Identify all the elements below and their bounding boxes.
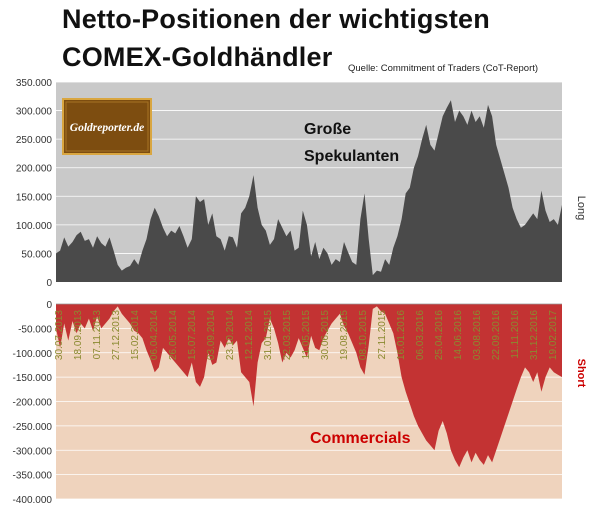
- commercials-label: Commercials: [310, 430, 411, 447]
- x-date-label: 14.06.2016: [453, 310, 464, 360]
- short-side-label: Short: [575, 359, 587, 388]
- top-y-tick-label: 300.000: [16, 107, 53, 118]
- x-date-label: 19.02.2017: [548, 310, 559, 360]
- x-date-label: 19.08.2015: [339, 310, 350, 360]
- bottom-y-tick-label: 0: [46, 300, 52, 311]
- top-y-tick-label: 0: [46, 278, 52, 289]
- bottom-y-tick-label: -300.000: [13, 446, 53, 457]
- goldreporter-logo: Goldreporter.de: [62, 98, 152, 155]
- x-date-label: 30.06.2015: [320, 310, 331, 360]
- bottom-y-tick-label: -200.000: [13, 398, 53, 409]
- x-date-label: 22.03.2015: [282, 310, 293, 360]
- speculators-area: [56, 100, 562, 282]
- logo-inner-frame: [65, 101, 149, 152]
- chart-title-line2: COMEX-Goldhändler: [62, 42, 333, 72]
- commercials-area: [56, 304, 562, 468]
- x-date-label: 23.10.2014: [225, 310, 236, 360]
- top-y-tick-label: 150.000: [16, 192, 53, 203]
- top-y-tick-label: 250.000: [16, 135, 53, 146]
- bottom-y-tick-label: -100.000: [13, 349, 53, 360]
- x-date-label: 18.09.2013: [73, 310, 84, 360]
- long-side-label: Long: [575, 196, 587, 220]
- x-date-label: 31.12.2016: [529, 310, 540, 360]
- x-date-label: 06.03.2016: [415, 310, 426, 360]
- x-date-label: 06.04.2014: [149, 310, 160, 360]
- bottom-y-tick-label: -400.000: [13, 495, 53, 506]
- x-date-label: 27.12.2013: [111, 310, 122, 360]
- source-note: Quelle: Commitment of Traders (CoT-Repor…: [348, 63, 539, 74]
- x-date-label: 15.02.2014: [130, 310, 141, 360]
- bottom-y-tick-label: -350.000: [13, 471, 53, 482]
- chart-title-line1: Netto-Positionen der wichtigsten: [62, 4, 490, 34]
- x-date-label: 07.11.2013: [92, 310, 103, 360]
- top-y-tick-label: 50.000: [21, 249, 52, 260]
- bottom-y-tick-label: -250.000: [13, 422, 53, 433]
- x-date-label: 27.11.2015: [377, 310, 388, 360]
- top-y-tick-label: 200.000: [16, 164, 53, 175]
- bottom-y-tick-label: -50.000: [18, 324, 52, 335]
- x-date-label: 11.05.2015: [301, 310, 312, 360]
- top-y-tick-label: 350.000: [16, 78, 53, 89]
- x-date-label: 08.10.2015: [358, 310, 369, 360]
- speculators-label-line2: Spekulanten: [304, 148, 399, 165]
- bottom-y-tick-label: -150.000: [13, 373, 53, 384]
- logo-background: [62, 98, 152, 155]
- x-date-label: 16.01.2016: [396, 310, 407, 360]
- top-y-tick-label: 100.000: [16, 221, 53, 232]
- x-date-label: 03.09.2014: [206, 310, 217, 360]
- x-date-label: 22.09.2016: [491, 310, 502, 360]
- x-date-label: 26.05.2014: [168, 310, 179, 360]
- speculators-label-line1: Große: [304, 121, 351, 138]
- x-date-label: 30.07.2013: [54, 310, 65, 360]
- x-date-label: 31.01.2015: [263, 310, 274, 360]
- x-date-label: 11.11.2016: [510, 310, 521, 359]
- x-date-label: 12.12.2014: [244, 310, 255, 360]
- logo-text: Goldreporter.de: [70, 122, 144, 134]
- x-date-label: 15.07.2014: [187, 310, 198, 360]
- x-date-label: 03.08.2016: [472, 310, 483, 360]
- x-date-label: 25.04.2016: [434, 310, 445, 360]
